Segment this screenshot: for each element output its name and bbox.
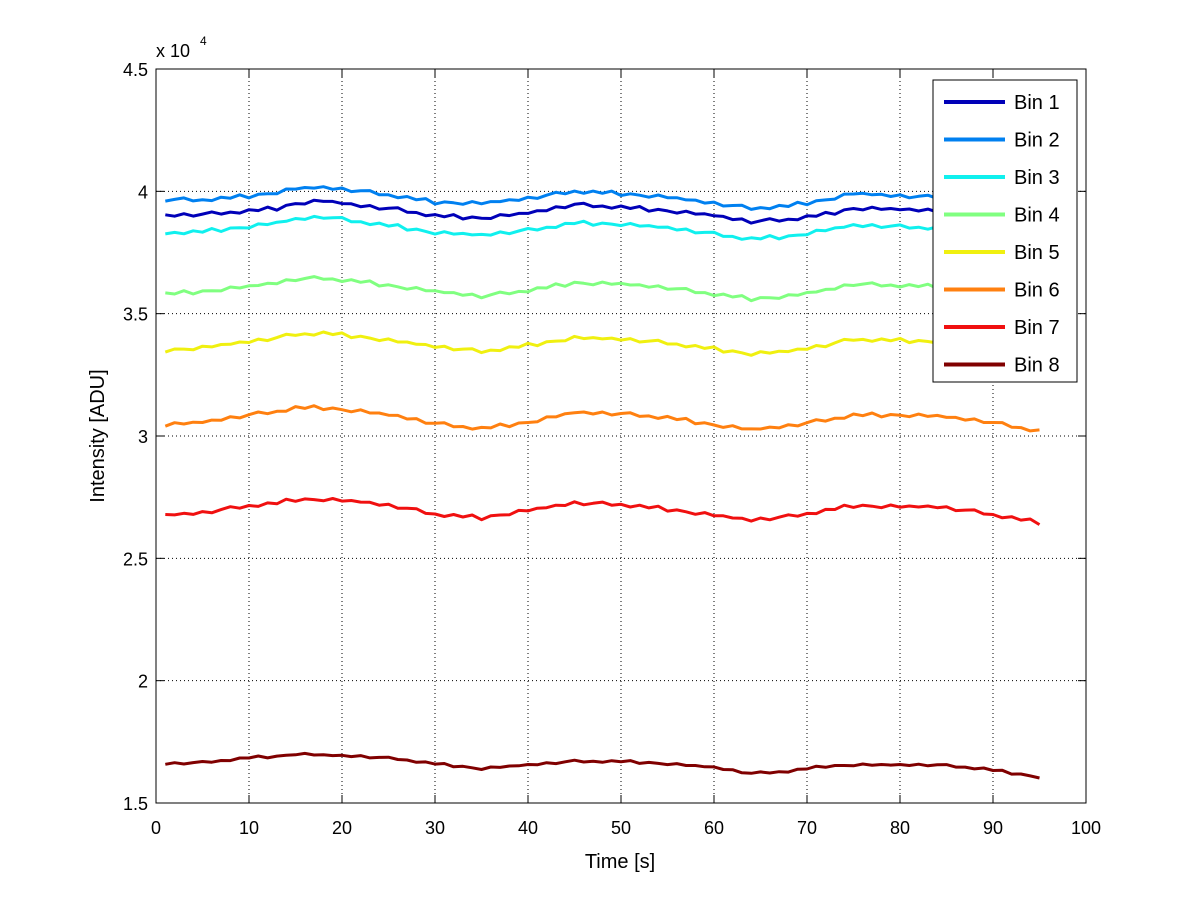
y-multiplier-exponent: 4 [200,34,207,48]
legend-label: Bin 1 [1014,92,1060,114]
y-tick-label: 2 [138,672,148,692]
x-axis-label: Time [s] [585,851,655,873]
y-tick-label: 1.5 [123,794,148,814]
ticks [155,68,1087,804]
x-tick-label: 0 [151,818,161,838]
y-tick-label: 3.5 [123,305,148,325]
y-tick-label: 2.5 [123,549,148,569]
x-tick-label: 80 [890,818,910,838]
tick-labels: 0 10 20 30 40 50 60 70 80 90 100 1.5 2 2.5 3 3.5 4 4.5 [123,60,1101,838]
series-line-bin-8 [165,751,1040,780]
y-tick-label: 3 [138,427,148,447]
series-line-bin-1 [165,198,1040,226]
x-tick-label: 20 [332,818,352,838]
x-tick-label: 100 [1071,818,1101,838]
series-line-bin-6 [164,404,1040,433]
legend-label: Bin 7 [1014,317,1060,339]
x-tick-label: 90 [983,818,1003,838]
series-line-bin-2 [165,185,1041,213]
legend-label: Bin 5 [1014,242,1060,264]
x-tick-label: 10 [239,818,259,838]
x-tick-label: 40 [518,818,538,838]
x-tick-label: 30 [425,818,445,838]
series-line-bin-5 [164,330,1041,358]
y-tick-label: 4 [138,182,148,202]
series-line-bin-4 [165,275,1041,303]
x-tick-label: 60 [704,818,724,838]
legend-label: Bin 3 [1014,167,1060,189]
legend-label: Bin 4 [1014,205,1060,227]
legend-label: Bin 2 [1014,130,1060,152]
legend-label: Bin 8 [1014,355,1060,377]
x-tick-label: 70 [797,818,817,838]
gridlines [156,69,1086,803]
y-multiplier-text: x 10 [156,41,190,61]
x-tick-label: 50 [611,818,631,838]
series-layer [164,185,1041,780]
series-line-bin-7 [165,497,1041,526]
legend-label: Bin 6 [1014,280,1060,302]
legend: Bin 1 Bin 2 Bin 3 Bin 4 Bin 5 Bin 6 Bin 7 Bin 8 [932,79,1078,383]
legend-box [932,79,1078,383]
y-tick-label: 4.5 [123,60,148,80]
y-axis-label: Intensity [ADU] [87,369,109,502]
series-line-bin-3 [165,214,1040,242]
